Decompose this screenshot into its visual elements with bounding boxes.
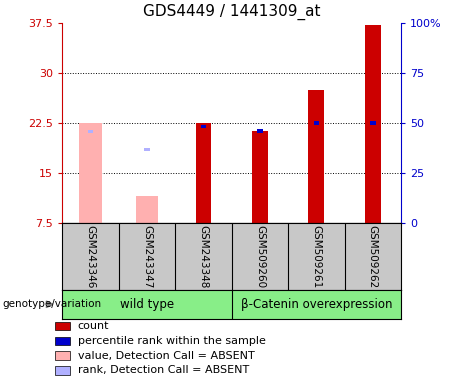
Text: genotype/variation: genotype/variation xyxy=(2,299,101,310)
Bar xyxy=(54,351,70,360)
Bar xyxy=(201,124,206,128)
Text: GSM509260: GSM509260 xyxy=(255,225,265,288)
Text: wild type: wild type xyxy=(120,298,174,311)
Text: rank, Detection Call = ABSENT: rank, Detection Call = ABSENT xyxy=(77,365,249,375)
Text: GSM243347: GSM243347 xyxy=(142,225,152,288)
Text: count: count xyxy=(77,321,109,331)
Bar xyxy=(136,196,158,223)
Bar xyxy=(365,25,381,223)
Bar xyxy=(370,121,376,124)
Bar xyxy=(79,123,102,223)
Bar xyxy=(257,129,263,132)
Bar xyxy=(88,130,93,133)
Text: percentile rank within the sample: percentile rank within the sample xyxy=(77,336,266,346)
Bar xyxy=(54,322,70,330)
Text: GSM509261: GSM509261 xyxy=(311,225,321,288)
Bar xyxy=(252,131,268,223)
Bar xyxy=(144,148,150,151)
Text: GSM243346: GSM243346 xyxy=(85,225,95,288)
Bar xyxy=(313,121,319,124)
Text: GSM243348: GSM243348 xyxy=(198,225,208,288)
Title: GDS4449 / 1441309_at: GDS4449 / 1441309_at xyxy=(143,4,320,20)
Text: β-Catenin overexpression: β-Catenin overexpression xyxy=(241,298,392,311)
Bar xyxy=(195,123,211,223)
Bar xyxy=(54,366,70,375)
Text: value, Detection Call = ABSENT: value, Detection Call = ABSENT xyxy=(77,351,254,361)
Bar xyxy=(308,89,324,223)
Text: GSM509262: GSM509262 xyxy=(368,225,378,288)
Bar xyxy=(54,336,70,345)
